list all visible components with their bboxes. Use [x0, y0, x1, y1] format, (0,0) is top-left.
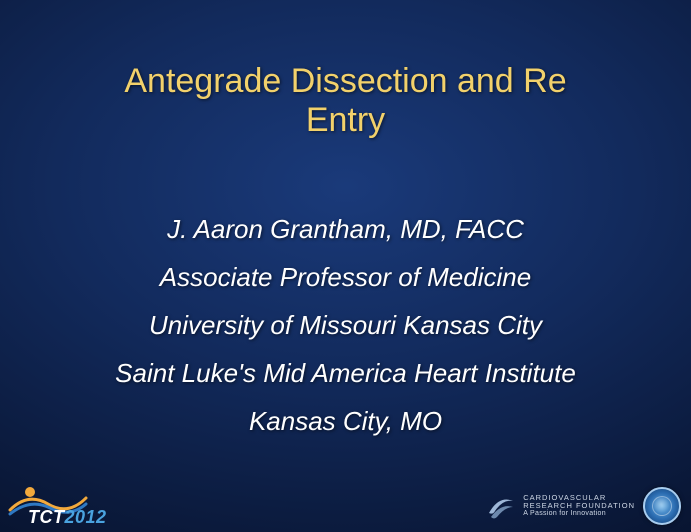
- position-line: Associate Professor of Medicine: [40, 253, 651, 301]
- location-line: Kansas City, MO: [40, 397, 651, 445]
- crf-text: CARDIOVASCULAR RESEARCH FOUNDATION A Pas…: [523, 494, 635, 518]
- slide: Antegrade Dissection and Re Entry J. Aar…: [0, 0, 691, 532]
- author-line: J. Aaron Grantham, MD, FACC: [40, 205, 651, 253]
- crf-swoosh-icon: [485, 491, 515, 521]
- title-line-2: Entry: [306, 101, 385, 139]
- title-line-1: Antegrade Dissection and Re: [124, 62, 566, 100]
- tct-prefix: TCT: [28, 507, 65, 527]
- slide-body: J. Aaron Grantham, MD, FACC Associate Pr…: [0, 205, 691, 445]
- seal-icon: [643, 487, 681, 525]
- slide-footer: TCT2012 CARDIOVASCULAR RESEARCH FOUNDATI…: [0, 484, 691, 532]
- crf-logo-group: CARDIOVASCULAR RESEARCH FOUNDATION A Pas…: [481, 486, 681, 526]
- affiliation-line-1: University of Missouri Kansas City: [40, 301, 651, 349]
- slide-title: Antegrade Dissection and Re Entry: [0, 62, 691, 140]
- tct-year: 2012: [65, 507, 107, 527]
- tct-logo: TCT2012: [8, 484, 148, 528]
- affiliation-line-2: Saint Luke's Mid America Heart Institute: [40, 349, 651, 397]
- crf-line-2: RESEARCH FOUNDATION: [523, 502, 635, 510]
- tct-text: TCT2012: [28, 507, 107, 528]
- crf-line-3: A Passion for Innovation: [523, 510, 635, 518]
